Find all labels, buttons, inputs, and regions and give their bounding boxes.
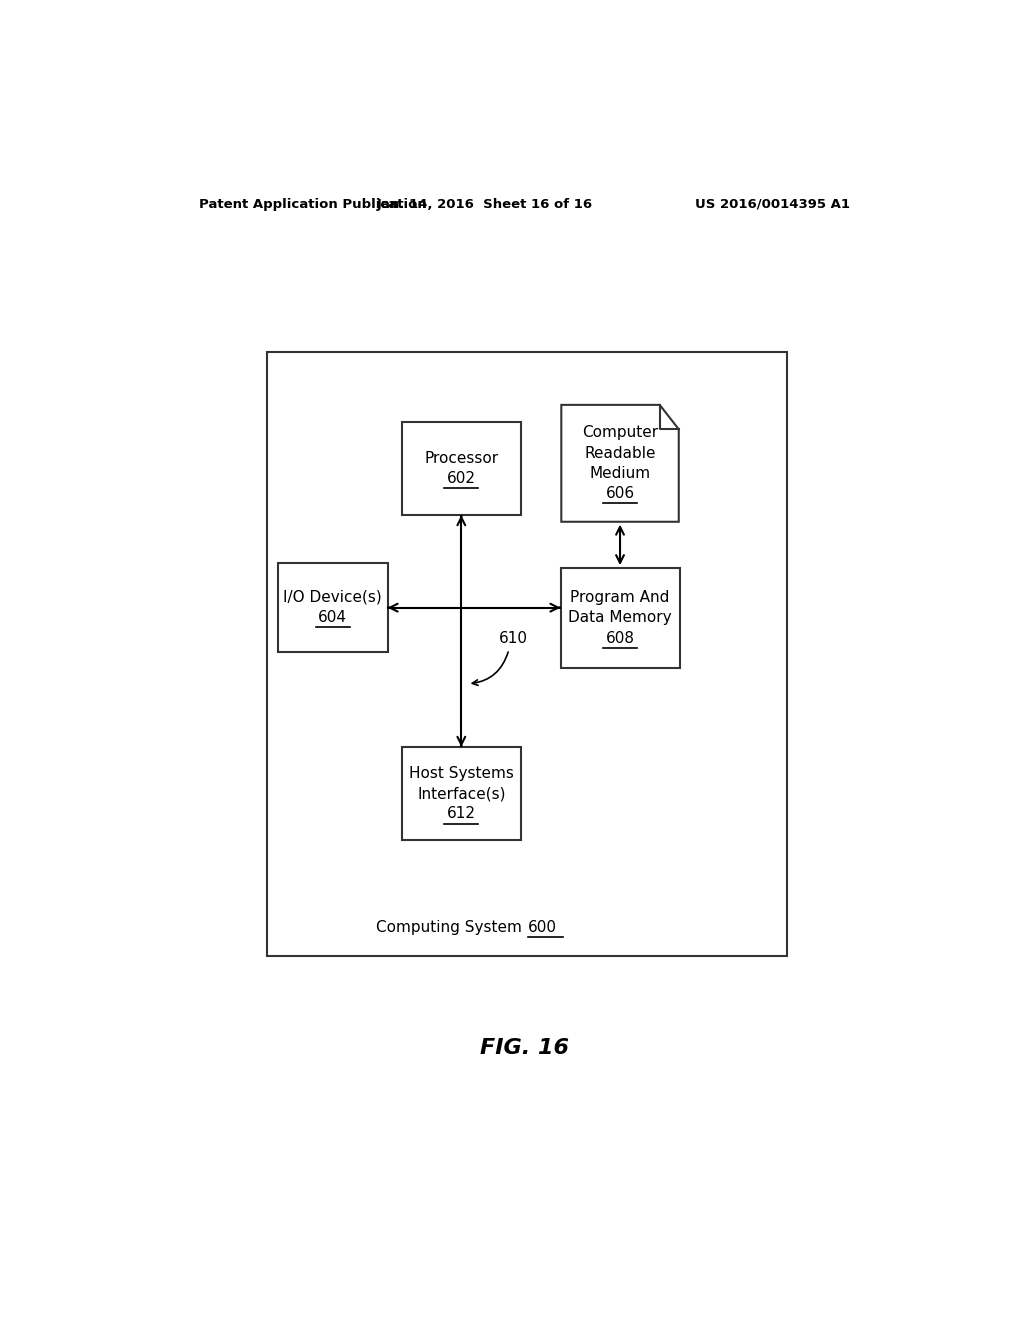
Text: 600: 600 — [528, 920, 557, 936]
Text: Host Systems: Host Systems — [409, 766, 514, 781]
FancyBboxPatch shape — [401, 421, 521, 515]
Text: 604: 604 — [318, 610, 347, 626]
Text: 602: 602 — [446, 471, 476, 486]
Text: I/O Device(s): I/O Device(s) — [284, 590, 382, 605]
Text: Computer: Computer — [582, 425, 658, 441]
Text: 608: 608 — [605, 631, 635, 645]
FancyBboxPatch shape — [560, 568, 680, 668]
Text: Program And: Program And — [570, 590, 670, 605]
Text: Readable: Readable — [585, 446, 655, 461]
Text: Data Memory: Data Memory — [568, 610, 672, 626]
FancyBboxPatch shape — [267, 351, 786, 956]
FancyBboxPatch shape — [401, 747, 521, 841]
Text: Processor: Processor — [424, 450, 499, 466]
Text: 612: 612 — [446, 807, 476, 821]
Text: US 2016/0014395 A1: US 2016/0014395 A1 — [695, 198, 850, 211]
Text: 610: 610 — [499, 631, 527, 645]
Text: Computing System: Computing System — [376, 920, 526, 936]
Text: Jan. 14, 2016  Sheet 16 of 16: Jan. 14, 2016 Sheet 16 of 16 — [377, 198, 593, 211]
Text: FIG. 16: FIG. 16 — [480, 1038, 569, 1057]
Text: Medium: Medium — [590, 466, 650, 480]
Polygon shape — [561, 405, 679, 521]
Text: Patent Application Publication: Patent Application Publication — [200, 198, 427, 211]
Text: 606: 606 — [605, 486, 635, 502]
Text: Interface(s): Interface(s) — [417, 787, 506, 801]
FancyBboxPatch shape — [278, 562, 387, 652]
